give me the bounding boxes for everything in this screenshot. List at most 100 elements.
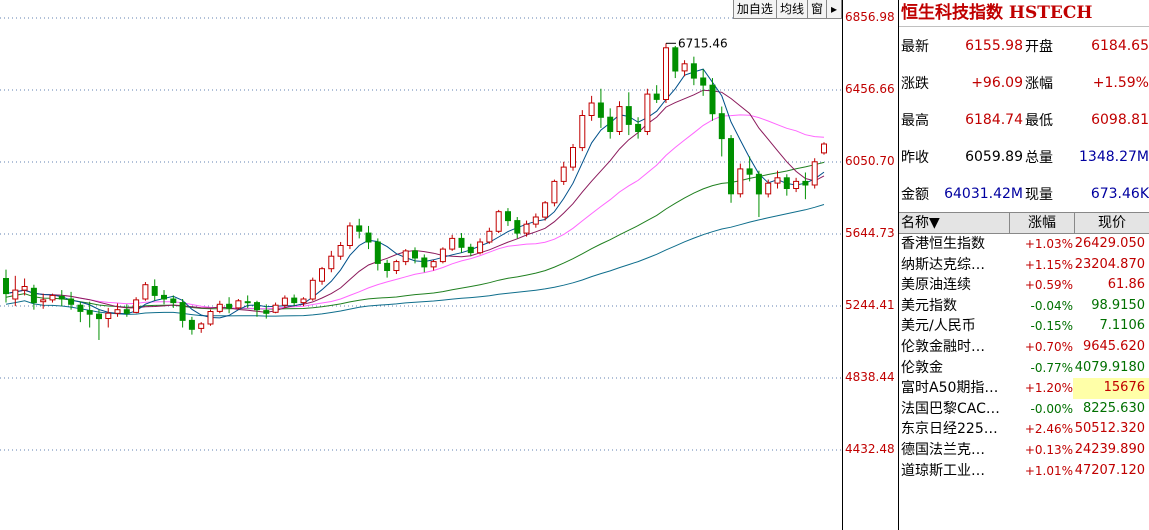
- market-name: 道琼斯工业…: [901, 462, 985, 479]
- quote-label: 金额: [901, 186, 929, 203]
- candle-body: [709, 84, 716, 115]
- candle-body: [272, 304, 279, 313]
- candle-body: [142, 284, 149, 300]
- market-price: 8225.630: [1082, 400, 1145, 416]
- chart-svg[interactable]: 6715.46: [0, 0, 842, 530]
- candle-body: [672, 47, 679, 72]
- moving-average-button[interactable]: 均线: [777, 0, 808, 18]
- candle-body: [765, 182, 772, 195]
- candle-body: [700, 77, 707, 86]
- market-list-row[interactable]: 伦敦金融时… +0.70% 9645.620: [899, 337, 1149, 358]
- market-price: 23204.870: [1074, 256, 1145, 272]
- candle-body: [458, 237, 465, 248]
- quote-label: 涨幅: [1025, 75, 1053, 92]
- axis-tick-label: 6856.98: [845, 10, 895, 24]
- market-list-row[interactable]: 伦敦金 -0.77% 4079.9180: [899, 358, 1149, 379]
- candle-body: [356, 225, 363, 232]
- quote-label: 昨收: [901, 149, 929, 166]
- market-name: 德国法兰克…: [901, 441, 985, 458]
- candle-body: [337, 245, 344, 257]
- candle-body: [402, 250, 409, 263]
- candle-body: [607, 116, 614, 132]
- candle-body: [439, 248, 446, 263]
- candle-body: [412, 250, 418, 259]
- quote-row: 昨收 6059.89 总量 1348.27M: [899, 138, 1149, 175]
- candle-body: [49, 294, 56, 301]
- candle-body: [597, 102, 604, 118]
- candle-body: [542, 202, 549, 218]
- candle-body: [644, 93, 651, 132]
- market-price: 61.86: [1107, 277, 1145, 293]
- candle-body: [263, 310, 270, 314]
- market-name: 美元指数: [901, 297, 957, 314]
- market-price: 98.9150: [1091, 297, 1145, 313]
- market-change: +1.15%: [1024, 257, 1073, 272]
- market-list-row[interactable]: 道琼斯工业… +1.01% 47207.120: [899, 461, 1149, 482]
- candle-body: [811, 161, 818, 186]
- candle-body: [300, 298, 307, 304]
- candle-body: [3, 278, 9, 295]
- peak-label: 6715.46: [678, 36, 728, 50]
- candle-body: [123, 309, 130, 314]
- market-list-row[interactable]: 富时A50期指… +1.20% 15676: [899, 378, 1149, 399]
- market-list-row[interactable]: 美原油连续 +0.59% 61.86: [899, 275, 1149, 296]
- candle-body: [774, 177, 781, 184]
- axis-tick-label: 5644.73: [845, 226, 895, 240]
- candle-body: [486, 230, 493, 243]
- market-list-row[interactable]: 纳斯达克综… +1.15% 23204.870: [899, 255, 1149, 276]
- candle-body: [151, 286, 158, 296]
- candle-body: [505, 211, 511, 222]
- column-header-name[interactable]: 名称▼: [899, 213, 1010, 233]
- quote-block: 最新 6155.98 开盘 6184.65 涨跌 +96.09 涨幅 +1.59…: [899, 27, 1149, 212]
- candle-body: [821, 143, 827, 154]
- candle-body: [635, 123, 642, 133]
- market-change: +0.13%: [1024, 442, 1073, 457]
- column-header-change[interactable]: 涨幅: [1010, 213, 1075, 233]
- column-header-price[interactable]: 现价: [1098, 215, 1126, 231]
- candle-body: [755, 173, 762, 195]
- market-change: -0.15%: [1030, 319, 1073, 334]
- candlestick-chart[interactable]: 6715.46 加自选 均线 窗 ▸: [0, 0, 842, 530]
- window-button[interactable]: 窗: [808, 0, 827, 18]
- market-name: 伦敦金融时…: [901, 338, 985, 355]
- axis-tick-label: 4838.44: [845, 370, 895, 384]
- candle-body: [430, 261, 437, 268]
- quote-label: 总量: [1025, 149, 1053, 166]
- axis-tick-label: 5244.41: [845, 298, 895, 312]
- quote-label: 开盘: [1025, 38, 1053, 55]
- candle-body: [114, 309, 121, 314]
- candle-body: [551, 180, 558, 204]
- sort-down-icon[interactable]: ▼: [929, 215, 940, 231]
- market-name: 富时A50期指…: [901, 380, 999, 397]
- market-list: 香港恒生指数 +1.03% 26429.050 纳斯达克综… +1.15% 23204.8…: [899, 234, 1149, 481]
- quote-value: 64031.42M: [944, 185, 1023, 202]
- market-list-row[interactable]: 美元/人民币 -0.15% 7.1106: [899, 316, 1149, 337]
- candle-body: [737, 168, 744, 195]
- candle-body: [802, 180, 809, 186]
- market-price: 26429.050: [1074, 236, 1145, 251]
- candle-body: [495, 211, 502, 232]
- candle-body: [21, 286, 28, 291]
- candle-body: [105, 312, 112, 320]
- market-list-row[interactable]: 法国巴黎CAC… -0.00% 8225.630: [899, 399, 1149, 420]
- quote-panel: 恒生科技指数 HSTECH 最新 6155.98 开盘 6184.65 涨跌 +…: [898, 0, 1149, 530]
- market-list-row[interactable]: 香港恒生指数 +1.03% 26429.050: [899, 234, 1149, 255]
- candle-body: [560, 166, 567, 182]
- market-list-row[interactable]: 德国法兰克… +0.13% 24239.890: [899, 440, 1149, 461]
- quote-row: 最新 6155.98 开盘 6184.65: [899, 27, 1149, 64]
- quote-value: 6059.89: [965, 148, 1023, 165]
- quote-label: 最低: [1025, 112, 1053, 129]
- add-watchlist-button[interactable]: 加自选: [734, 0, 777, 18]
- quote-label: 最新: [901, 38, 929, 55]
- candle-body: [207, 311, 214, 325]
- expand-arrow-icon[interactable]: ▸: [827, 0, 842, 18]
- market-name: 美原油连续: [901, 277, 971, 294]
- market-list-row[interactable]: 东京日经225… +2.46% 50512.320: [899, 419, 1149, 440]
- candle-body: [663, 47, 669, 100]
- quote-value: +96.09: [971, 74, 1023, 91]
- axis-tick-label: 6456.66: [845, 82, 895, 96]
- candle-body: [96, 313, 102, 320]
- ma-line-5: [5, 68, 825, 319]
- market-list-row[interactable]: 美元指数 -0.04% 98.9150: [899, 296, 1149, 317]
- candle-body: [384, 262, 391, 271]
